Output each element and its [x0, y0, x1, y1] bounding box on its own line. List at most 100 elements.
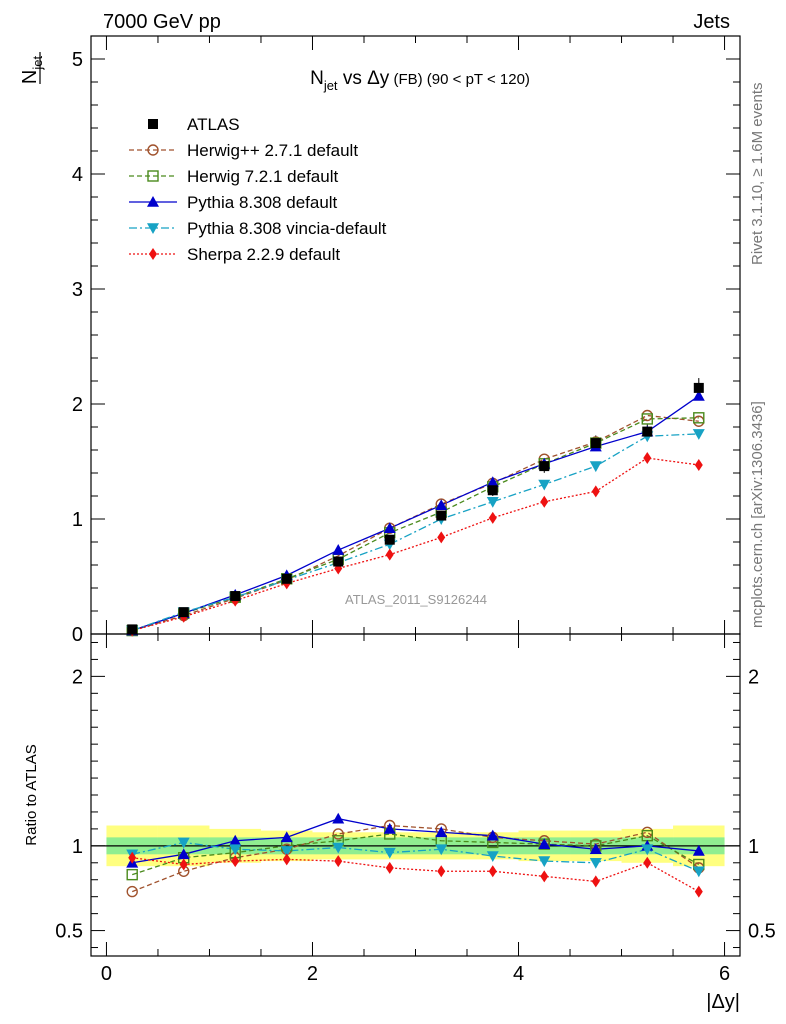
- main-y-tick-label: 3: [72, 279, 83, 301]
- ratio-plot-panel: 0.5 0.5 1 1 2 2 0 2 4 6: [55, 633, 776, 985]
- ratio-series-point: [177, 837, 190, 849]
- main-series-point: [540, 495, 549, 508]
- ratio-y-tick-label: 1: [72, 836, 83, 858]
- ratio-series-point: [435, 826, 448, 838]
- chart-title-mid: vs Δy: [338, 68, 390, 89]
- main-series-point: [383, 522, 396, 533]
- main-series-point: [538, 479, 551, 491]
- ratio-series-line: [132, 841, 700, 872]
- ratio-series-point: [126, 885, 138, 898]
- main-series-point: [435, 499, 448, 510]
- main-series-line: [131, 433, 699, 632]
- main-series-line: [131, 395, 700, 632]
- main-series-point: [385, 548, 394, 561]
- legend-label: Pythia 8.308 vincia-default: [187, 219, 387, 238]
- ratio-series-point: [383, 822, 396, 834]
- legend-marker: [149, 248, 157, 260]
- atlas-data-point: [642, 426, 653, 437]
- ratio-series-point: [538, 838, 551, 849]
- ratio-series-point: [591, 875, 600, 888]
- ratio-series-point: [641, 844, 654, 856]
- ratio-series-point: [589, 857, 602, 869]
- header-jets-label: Jets: [693, 11, 730, 33]
- ratio-series-point: [435, 844, 448, 856]
- main-series-point: [694, 458, 703, 471]
- mcplots-label: mcplots.cern.ch [arXiv:1306.3436]: [749, 401, 766, 628]
- chart-title: Njet vs Δy (FB) (90 < pT < 120): [310, 68, 530, 93]
- ratio-series-point: [692, 866, 705, 878]
- ratio-series-point: [280, 846, 293, 857]
- ratio-y-tick-label: 0.5: [55, 921, 83, 943]
- atlas-data-point: [436, 510, 447, 521]
- legend-label: Pythia 8.308 default: [187, 193, 338, 212]
- main-series-point: [486, 496, 499, 508]
- main-series-point: [488, 511, 497, 524]
- x-tick-label: 0: [101, 963, 112, 985]
- atlas-data-point: [333, 556, 344, 567]
- ratio-series-point: [486, 851, 499, 863]
- ratio-series-line: [131, 824, 700, 893]
- atlas-data-point: [127, 624, 138, 635]
- legend-label: Herwig++ 2.7.1 default: [187, 141, 358, 160]
- ratio-y-tick-label-right: 0.5: [748, 921, 776, 943]
- main-series-point: [486, 476, 499, 487]
- ratio-series-point: [383, 847, 396, 859]
- svg-text:Njet: Njet: [19, 56, 45, 85]
- ratio-series-point: [643, 856, 652, 869]
- legend-marker: [148, 119, 158, 129]
- main-series-point: [693, 412, 705, 424]
- main-series-point: [643, 452, 652, 465]
- ratio-plot-frame: [90, 633, 741, 957]
- ratio-series-line: [132, 857, 700, 893]
- atlas-data-point: [693, 382, 704, 393]
- ratio-series-point: [282, 853, 291, 866]
- ratio-y-tick-label: 2: [72, 666, 83, 688]
- atlas-data-point: [384, 534, 395, 545]
- chart-title-main: N: [310, 68, 324, 89]
- atlas-data-point: [487, 485, 498, 496]
- main-y-tick-label: 4: [72, 164, 83, 186]
- atlas-data-point: [281, 573, 292, 584]
- main-series-point: [589, 461, 602, 473]
- ratio-y-tick-label-right: 2: [748, 666, 759, 688]
- main-y-tick-label: 2: [72, 394, 83, 416]
- ratio-series-point: [589, 843, 602, 855]
- x-tick-label: 4: [513, 963, 524, 985]
- legend-marker: [147, 223, 159, 234]
- legend-marker: [147, 196, 159, 207]
- ratio-series-point: [128, 851, 137, 864]
- atlas-data-point: [230, 591, 241, 602]
- x-tick-label: 2: [307, 963, 318, 985]
- ratio-series-point: [334, 855, 343, 868]
- main-series-point: [437, 531, 446, 544]
- rivet-version-label: Rivet 3.1.10, ≥ 1.6M events: [749, 83, 766, 266]
- legend-marker: [147, 144, 159, 156]
- ratio-series-line: [132, 833, 700, 876]
- ratio-series-point: [229, 834, 242, 846]
- ratio-series-point: [231, 855, 240, 868]
- legend-label: ATLAS: [187, 115, 240, 134]
- ratio-series-point: [332, 812, 345, 824]
- main-y-tick-label: 5: [72, 49, 83, 71]
- ratio-series-point: [126, 868, 138, 881]
- x-tick-label: 6: [719, 963, 730, 985]
- main-y-tick-label: 1: [72, 509, 83, 531]
- legend: ATLAS Herwig++ 2.7.1 default Herwig 7.2.1 …: [129, 115, 387, 264]
- main-series-point: [692, 389, 705, 401]
- legend-label: Herwig 7.2.1 default: [187, 167, 338, 186]
- main-series-point: [591, 485, 600, 498]
- chart-title-tag: (FB) (90 < pT < 120): [389, 71, 530, 88]
- ratio-series-point: [332, 842, 345, 854]
- ratio-series-point: [538, 856, 551, 868]
- main-series-point: [692, 429, 705, 440]
- atlas-data-point: [590, 438, 601, 449]
- ratio-series-point: [229, 844, 242, 856]
- main-series-point: [332, 544, 345, 555]
- main-y-tick-label: 0: [72, 624, 83, 646]
- ratio-series-line: [132, 818, 699, 864]
- ratio-series-point: [694, 885, 703, 898]
- analysis-watermark: ATLAS_2011_S9126244: [345, 592, 487, 607]
- ratio-series-point: [540, 870, 549, 883]
- ratio-series-point: [486, 829, 499, 841]
